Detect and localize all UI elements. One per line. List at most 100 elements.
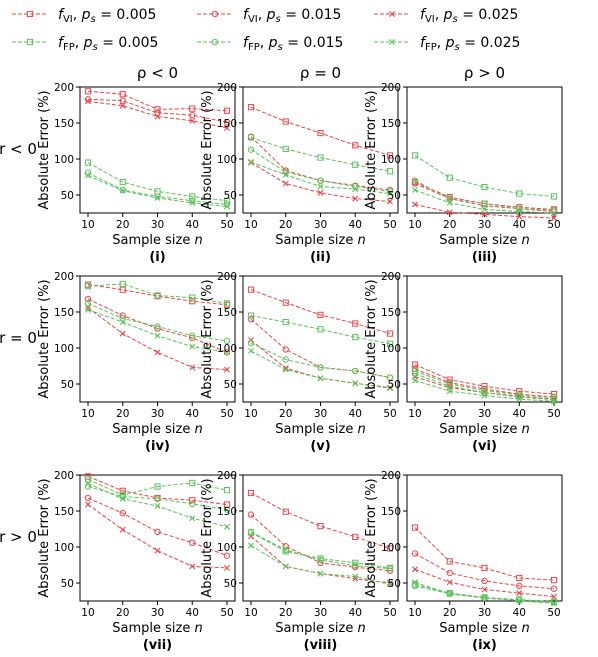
data-point: [352, 562, 359, 569]
panel: 10 20 30 40 50 50 100 150 200 Sample size n Absolu…: [200, 470, 399, 653]
data-point: [446, 174, 453, 181]
data-point: [282, 145, 289, 153]
panel: 10 20 30 40 50 50 100 150 200 Sample size n Absolu…: [37, 82, 236, 265]
series-path: [250, 162, 391, 202]
data-point: [386, 545, 394, 552]
y-tick-label: 150: [217, 506, 237, 518]
data-point: [317, 364, 324, 371]
series-line: [85, 501, 230, 571]
series-line: [84, 280, 231, 307]
series-path: [87, 302, 228, 342]
data-point: [516, 590, 523, 597]
panel-caption: (iii): [472, 250, 497, 265]
data-point: [352, 142, 359, 149]
panel: 10 20 30 40 50 50 100 150 200 Sample size n Absolu…: [364, 271, 563, 454]
data-point: [119, 526, 126, 533]
x-tick-label: 50: [547, 607, 560, 619]
data-point: [282, 508, 289, 515]
series-line: [411, 550, 558, 592]
data-point: [352, 195, 359, 202]
data-point: [154, 495, 161, 502]
data-point: [85, 98, 91, 105]
data-point: [119, 91, 126, 98]
legend-label: fFP, ps = 0.025: [420, 35, 520, 53]
data-point: [224, 523, 230, 530]
x-tick-label: 50: [220, 219, 233, 231]
x-tick-label: 10: [408, 607, 421, 619]
data-point: [446, 590, 453, 597]
data-point: [411, 550, 419, 557]
y-tick-label: 150: [381, 307, 401, 319]
legend-item: fFP, ps = 0.015: [197, 35, 343, 53]
x-tick-label: 40: [349, 408, 362, 420]
data-point: [411, 582, 419, 590]
y-tick-label: 50: [224, 190, 237, 202]
y-tick-label: 50: [388, 379, 401, 391]
data-point: [189, 563, 196, 570]
data-point: [223, 487, 231, 494]
data-point: [516, 391, 523, 398]
panel-caption: (i): [149, 250, 165, 265]
x-tick-label: 30: [151, 607, 164, 619]
data-point: [481, 183, 488, 191]
series-line: [248, 542, 393, 588]
legend-marker: [211, 10, 219, 18]
x-axis-label: Sample size n: [275, 621, 365, 636]
x-tick-label: 40: [349, 219, 362, 231]
data-point: [550, 585, 558, 592]
series-line: [412, 186, 557, 216]
y-tick-label: 50: [388, 190, 401, 202]
data-point: [352, 186, 359, 193]
data-point: [119, 102, 126, 109]
data-point: [248, 158, 254, 165]
series-line: [247, 286, 394, 337]
x-tick-label: 40: [513, 408, 526, 420]
series-line: [411, 524, 558, 584]
data-point: [84, 476, 92, 483]
x-tick-label: 20: [116, 219, 129, 231]
series-path: [414, 553, 555, 590]
y-tick-label: 200: [54, 82, 74, 94]
data-point: [446, 195, 453, 202]
x-tick-label: 30: [478, 219, 491, 231]
x-tick-label: 30: [314, 219, 327, 231]
data-point: [352, 575, 359, 582]
data-point: [481, 206, 488, 213]
data-point: [386, 374, 394, 381]
series-path: [414, 368, 555, 398]
series-path: [414, 585, 555, 603]
x-tick-label: 30: [151, 408, 164, 420]
data-point: [282, 546, 289, 554]
data-point: [317, 129, 324, 137]
data-point: [119, 186, 126, 194]
x-tick-label: 40: [349, 607, 362, 619]
data-point: [223, 197, 231, 204]
series-path: [250, 532, 391, 569]
data-point: [412, 201, 418, 208]
data-point: [84, 300, 92, 307]
panel-caption: (vii): [143, 638, 172, 653]
series-line: [247, 339, 394, 381]
data-point: [154, 349, 161, 356]
data-point: [189, 334, 196, 342]
data-point: [516, 574, 523, 582]
series-line: [247, 528, 394, 572]
data-point: [481, 200, 488, 207]
data-point: [516, 582, 523, 590]
legend-label: fFP, ps = 0.015: [243, 35, 343, 53]
data-point: [119, 509, 126, 517]
legend-marker: [211, 38, 219, 46]
data-point: [154, 106, 161, 113]
y-tick-label: 200: [54, 271, 74, 283]
panel-caption: (viii): [304, 638, 338, 653]
x-axis-label: Sample size n: [275, 422, 365, 437]
series-line: [85, 480, 230, 530]
series-path: [87, 284, 228, 306]
data-point: [223, 337, 231, 344]
x-tick-label: 10: [244, 408, 257, 420]
data-point: [446, 209, 453, 216]
data-point: [551, 210, 557, 216]
legend-label: fVI, ps = 0.025: [420, 7, 518, 25]
x-tick-label: 10: [81, 408, 94, 420]
panel: 10 20 30 40 50 50 100 150 200 Sample size n Absolu…: [364, 82, 563, 265]
